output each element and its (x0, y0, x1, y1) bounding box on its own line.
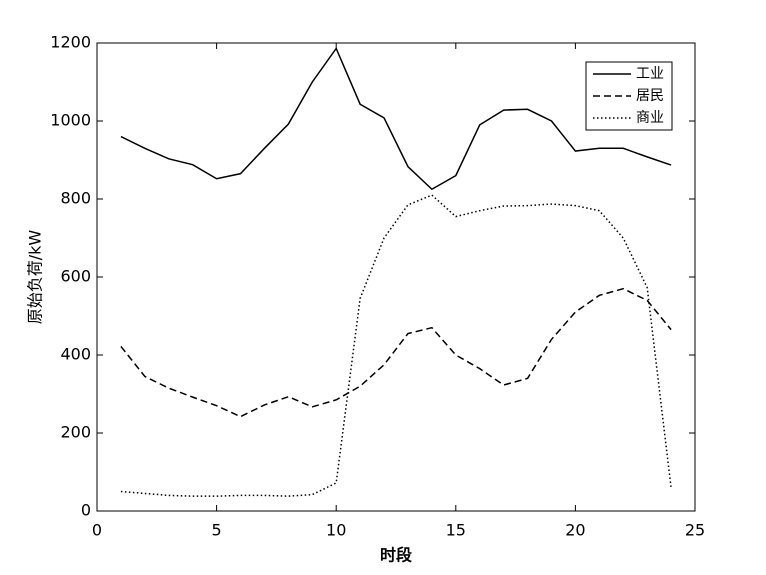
x-tick-label: 0 (92, 521, 102, 540)
x-tick-label: 5 (212, 521, 222, 540)
y-tick-label: 400 (60, 345, 91, 364)
series-line (120, 287, 672, 418)
y-axis-label: 原始负荷/kW (26, 230, 45, 325)
x-tick-label: 20 (565, 521, 585, 540)
legend-label: 工业 (636, 66, 664, 82)
legend-label: 居民 (636, 88, 664, 104)
x-tick-label: 15 (446, 521, 466, 540)
series-line (120, 194, 672, 497)
x-axis-label: 时段 (380, 546, 413, 565)
y-tick-label: 1000 (50, 111, 91, 130)
y-tick-label: 600 (60, 267, 91, 286)
y-tick-label: 1200 (50, 33, 91, 52)
series-line (120, 46, 672, 191)
y-tick-label: 0 (81, 501, 91, 520)
y-tick-label: 200 (60, 423, 91, 442)
x-tick-label: 25 (685, 521, 705, 540)
legend-label: 商业 (636, 110, 664, 126)
x-tick-label: 10 (326, 521, 346, 540)
y-tick-label: 800 (60, 189, 91, 208)
